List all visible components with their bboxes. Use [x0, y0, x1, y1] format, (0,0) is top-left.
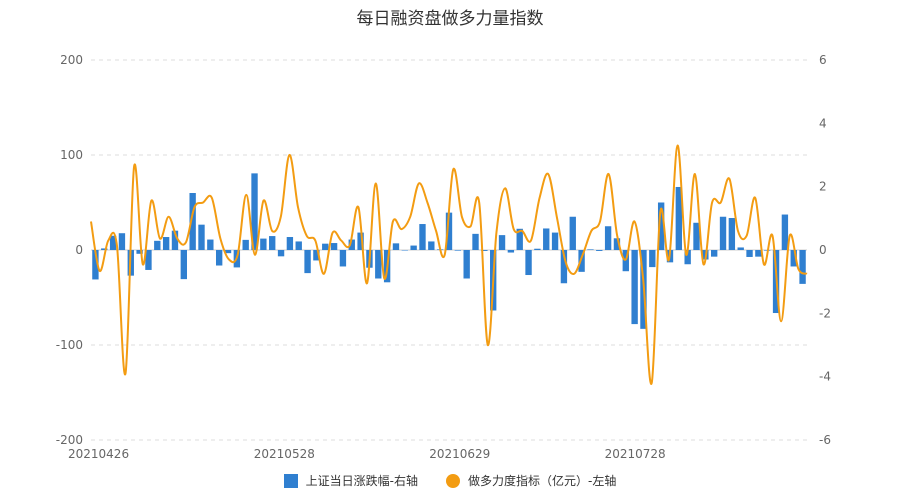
legend-item-line[interactable]: 做多力度指标（亿元）-左轴 — [446, 472, 616, 489]
bar — [569, 216, 576, 250]
bar — [154, 240, 161, 250]
bar — [790, 250, 797, 267]
y-left-tick-label: -100 — [56, 338, 83, 352]
bar — [171, 230, 179, 250]
bar — [746, 250, 753, 257]
bar — [313, 250, 320, 261]
bar — [207, 239, 214, 250]
bar — [339, 250, 347, 267]
x-tick-label: 20210728 — [605, 447, 666, 461]
bar — [410, 245, 417, 250]
bar — [454, 250, 462, 251]
bar — [719, 216, 727, 250]
y-right-tick-label: -4 — [819, 370, 831, 384]
bar — [649, 250, 656, 268]
bar — [737, 247, 744, 250]
bar — [162, 237, 170, 250]
bar — [693, 222, 700, 250]
bar — [189, 193, 196, 250]
bar — [330, 243, 338, 250]
bar — [118, 233, 126, 250]
bar — [198, 224, 205, 250]
bar — [224, 250, 232, 254]
legend-item-bar[interactable]: 上证当日涨跌幅-右轴 — [283, 472, 418, 489]
bar — [711, 250, 718, 257]
bar — [348, 239, 355, 250]
bar — [136, 250, 143, 254]
bar — [392, 243, 400, 250]
bar — [543, 228, 550, 250]
bar — [260, 238, 267, 250]
bar — [516, 228, 523, 250]
bar — [578, 250, 585, 272]
bar — [445, 212, 453, 250]
bar — [472, 233, 479, 250]
bar — [145, 250, 152, 270]
x-tick-label: 20210629 — [429, 447, 490, 461]
y-right-tick-label: 6 — [819, 53, 827, 67]
legend-swatch-line — [446, 473, 460, 488]
legend-label-line: 做多力度指标（亿元）-左轴 — [468, 474, 617, 488]
bar — [109, 235, 117, 250]
bar — [277, 250, 285, 257]
y-left-tick-label: 100 — [60, 148, 83, 162]
legend-swatch-bar — [283, 473, 298, 488]
bar — [295, 241, 302, 250]
bar — [251, 173, 258, 250]
chart-title: 每日融资盘做多力量指数 — [356, 9, 544, 29]
bar — [92, 250, 99, 280]
y-right-tick-label: 4 — [819, 116, 827, 130]
bar — [101, 248, 108, 250]
bar — [428, 241, 435, 250]
chart-legend: 上证当日涨跌幅-右轴 做多力度指标（亿元）-左轴 — [0, 472, 900, 489]
y-left-tick-label: -200 — [56, 433, 83, 447]
bar — [322, 243, 329, 250]
bar — [286, 237, 294, 250]
y-right-tick-label: -6 — [819, 433, 831, 447]
bar — [551, 232, 559, 250]
bar — [375, 250, 382, 279]
legend-label-bar: 上证当日涨跌幅-右轴 — [305, 474, 418, 488]
y-left-tick-label: 0 — [75, 243, 83, 257]
bar — [498, 235, 506, 250]
x-tick-label: 20210528 — [254, 447, 315, 461]
bar — [755, 250, 762, 257]
bar — [613, 238, 621, 250]
bar — [604, 226, 612, 250]
bar — [215, 250, 223, 266]
x-tick-label: 20210426 — [68, 447, 129, 461]
bar — [534, 248, 541, 250]
bar — [507, 250, 515, 253]
bar — [631, 250, 638, 325]
bar — [657, 202, 665, 250]
bar — [799, 250, 806, 284]
bar — [684, 250, 691, 265]
bar — [463, 250, 470, 279]
bar — [269, 236, 276, 250]
y-right-tick-label: -2 — [819, 306, 831, 320]
bar — [596, 250, 603, 251]
bar — [357, 232, 364, 250]
series-line — [90, 144, 808, 385]
bar — [419, 224, 426, 250]
y-left-tick-label: 200 — [60, 53, 83, 67]
bar — [728, 218, 736, 250]
bar — [242, 239, 249, 250]
bar — [675, 186, 683, 250]
bar — [401, 250, 408, 251]
bar — [481, 250, 488, 251]
bar — [304, 250, 311, 274]
bar — [180, 250, 187, 280]
y-right-tick-label: 2 — [819, 180, 827, 194]
bar — [560, 250, 568, 284]
y-right-tick-label: 0 — [819, 243, 827, 257]
bar — [587, 249, 594, 250]
bar — [525, 250, 532, 276]
bar — [781, 214, 789, 250]
